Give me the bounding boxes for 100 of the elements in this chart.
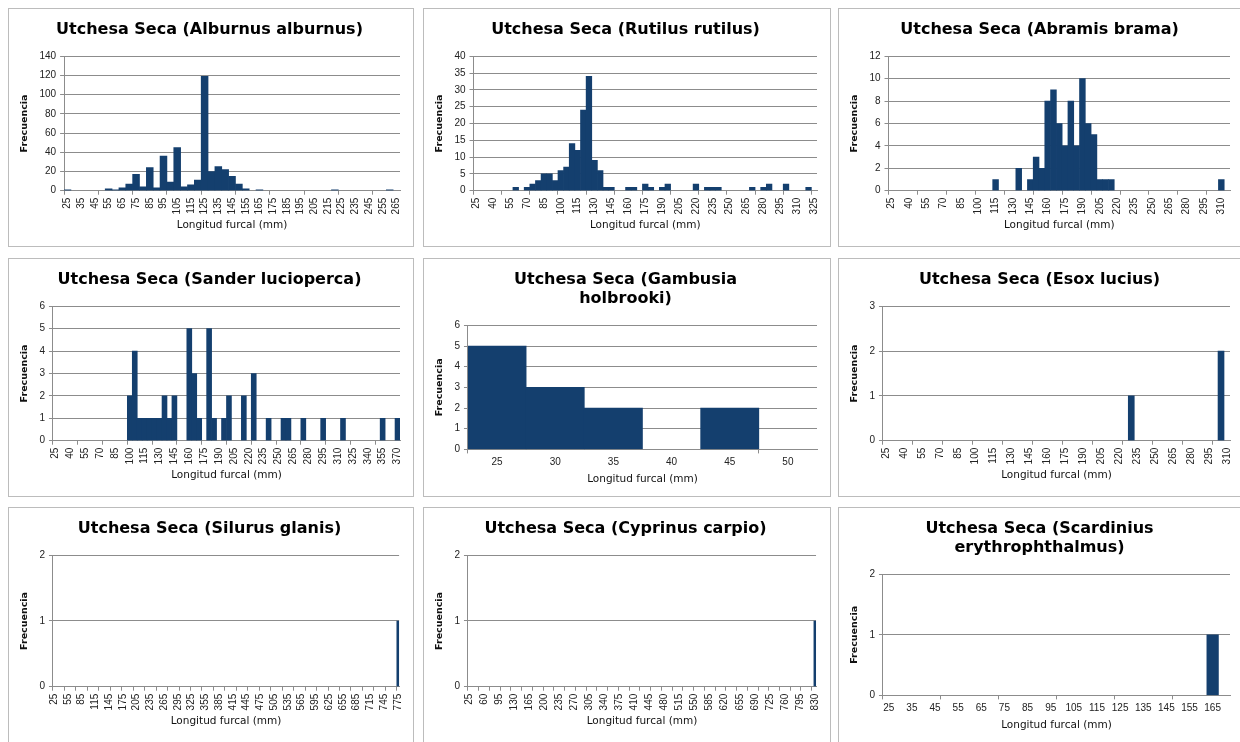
y-tick-label: 1 [39, 614, 46, 626]
x-tick-label: 410 [628, 693, 640, 711]
x-tick-label: 235 [706, 197, 718, 215]
x-tick-label: 145 [168, 447, 180, 465]
x-tick-label: 100 [971, 197, 983, 215]
x-axis-title: Longitud furcal (mm) [1003, 218, 1115, 231]
x-tick-label: 45 [929, 702, 942, 714]
x-tick-label: 215 [321, 197, 333, 215]
x-tick-label: 155 [1181, 702, 1199, 714]
x-tick-label: 40 [486, 197, 498, 209]
y-tick-label: 0 [874, 184, 881, 196]
x-tick-label: 355 [376, 447, 388, 465]
x-tick-label: 125 [198, 197, 210, 215]
x-tick-label: 445 [643, 693, 655, 711]
x-tick-label: 70 [520, 197, 532, 209]
x-tick-label: 145 [1024, 197, 1036, 215]
x-axis-title: Longitud furcal (mm) [589, 218, 701, 231]
x-tick-label: 200 [537, 693, 549, 711]
y-tick-label: 25 [454, 100, 466, 112]
x-tick-label: 85 [1022, 702, 1034, 714]
x-tick-label: 280 [1184, 447, 1196, 465]
x-tick-label: 340 [361, 447, 373, 465]
y-tick-label: 30 [454, 83, 466, 95]
x-tick-label: 255 [376, 197, 388, 215]
x-tick-label: 155 [239, 197, 251, 215]
y-tick-label: 12 [869, 49, 881, 61]
x-tick-label: 130 [507, 693, 519, 711]
x-tick-label: 235 [349, 197, 361, 215]
x-tick-label: 245 [362, 197, 374, 215]
x-tick-label: 40 [666, 456, 678, 468]
x-tick-label: 385 [212, 693, 224, 711]
x-tick-label: 175 [1058, 197, 1070, 215]
x-tick-label: 280 [1180, 197, 1192, 215]
x-tick-label: 195 [294, 197, 306, 215]
x-tick-label: 25 [883, 702, 895, 714]
x-tick-label: 85 [951, 447, 963, 459]
x-tick-label: 655 [336, 693, 348, 711]
x-tick-label: 205 [227, 447, 239, 465]
x-tick-label: 60 [477, 693, 489, 705]
x-tick-label: 100 [123, 447, 135, 465]
x-tick-label: 95 [1045, 702, 1057, 714]
x-tick-label: 100 [969, 447, 981, 465]
x-tick-label: 295 [1202, 447, 1214, 465]
chart-title: Utchesa Seca (Sander lucioperca) [57, 268, 362, 288]
x-tick-label: 265 [390, 197, 402, 215]
x-tick-label: 220 [242, 447, 254, 465]
x-tick-label: 235 [553, 693, 565, 711]
x-tick-label: 280 [302, 447, 314, 465]
y-axis-title: Frecuencia [848, 344, 860, 403]
x-tick-label: 235 [1128, 197, 1140, 215]
x-tick-label: 130 [588, 197, 600, 215]
y-tick-label: 40 [454, 49, 466, 61]
y-tick-label: 6 [39, 299, 46, 311]
x-tick-label: 175 [116, 693, 128, 711]
x-tick-label: 235 [144, 693, 156, 711]
x-tick-label: 565 [295, 693, 307, 711]
y-tick-label: 0 [50, 184, 57, 196]
x-tick-label: 100 [554, 197, 566, 215]
x-tick-label: 725 [763, 693, 775, 711]
x-tick-label: 655 [733, 693, 745, 711]
y-tick-label: 6 [454, 319, 461, 331]
x-tick-label: 625 [322, 693, 334, 711]
y-axis-title: Frecuencia [18, 94, 30, 153]
x-tick-label: 95 [492, 693, 504, 705]
y-tick-label: 80 [44, 107, 57, 119]
x-tick-label: 130 [1006, 197, 1018, 215]
y-tick-label: 0 [454, 443, 461, 455]
x-tick-label: 250 [272, 447, 284, 465]
x-tick-label: 280 [757, 197, 769, 215]
chart-title: Utchesa Seca (Silurus glanis) [77, 517, 342, 537]
y-tick-label: 2 [454, 401, 461, 413]
chart-title: Utchesa Seca (Rutilus rutilus) [491, 18, 760, 38]
x-tick-label: 585 [703, 693, 715, 711]
y-axis-title: Frecuencia [433, 592, 445, 650]
x-tick-label: 250 [1145, 197, 1157, 215]
x-tick-label: 205 [1095, 447, 1107, 465]
x-tick-label: 250 [1148, 447, 1160, 465]
y-tick-label: 1 [454, 422, 461, 434]
x-tick-label: 265 [1166, 447, 1178, 465]
x-axis-title: Longitud furcal (mm) [1001, 718, 1112, 731]
y-tick-label: 3 [454, 381, 461, 393]
x-tick-label: 35 [607, 456, 620, 468]
x-tick-label: 40 [897, 447, 909, 459]
x-tick-label: 325 [185, 693, 197, 711]
chart-title: Utchesa Seca (Abramis brama) [900, 18, 1179, 38]
x-tick-label: 145 [102, 693, 114, 711]
x-axis-title: Longitud furcal (mm) [171, 468, 282, 481]
x-tick-label: 55 [919, 197, 931, 209]
x-tick-label: 305 [583, 693, 595, 711]
x-tick-label: 95 [157, 197, 169, 209]
x-tick-label: 235 [257, 447, 269, 465]
x-tick-label: 220 [689, 197, 701, 215]
x-tick-label: 65 [116, 197, 128, 209]
x-tick-label: 270 [568, 693, 580, 711]
y-tick-label: 1 [454, 614, 461, 626]
y-tick-label: 60 [44, 126, 57, 138]
y-tick-label: 40 [44, 146, 57, 158]
y-axis-title: Frecuencia [18, 344, 30, 403]
chart-title: Utchesa Seca (Cyprinus carpio) [484, 517, 767, 537]
x-tick-label: 165 [1204, 702, 1222, 714]
